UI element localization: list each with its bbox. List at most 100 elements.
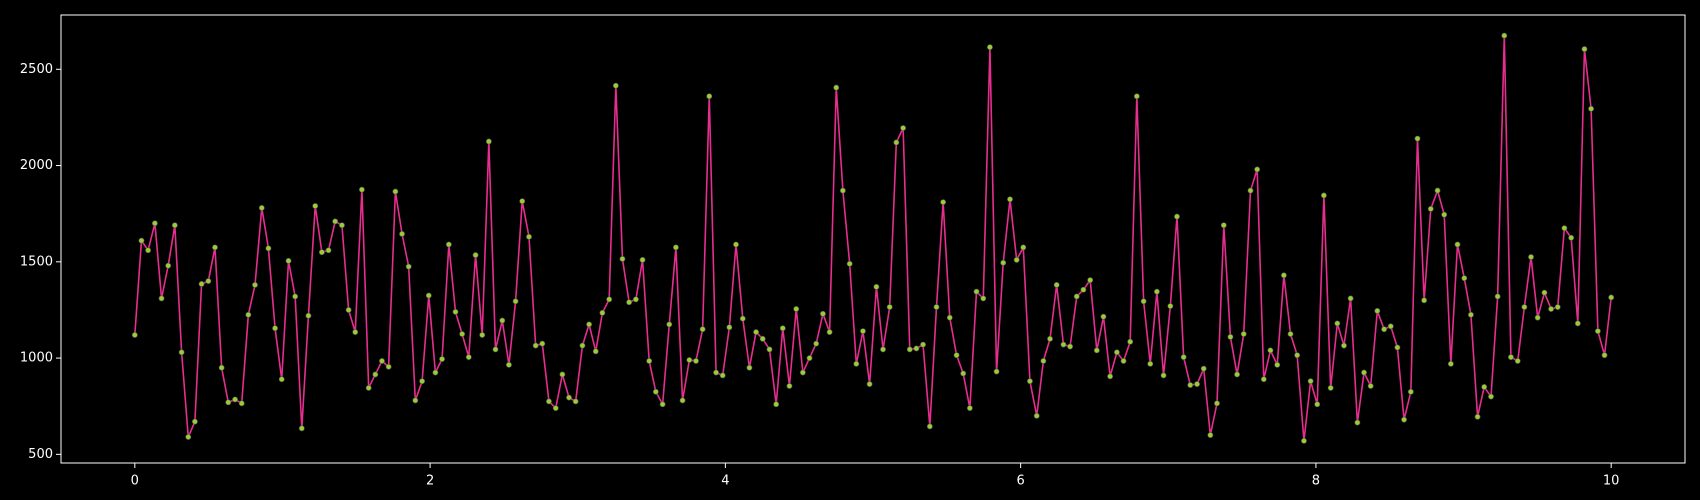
marker <box>826 329 833 335</box>
marker <box>987 44 993 51</box>
marker <box>666 321 673 328</box>
y-tick-label: 1500 <box>20 254 53 269</box>
marker <box>532 342 539 349</box>
axes-frame <box>60 14 1686 464</box>
marker <box>1574 320 1581 327</box>
marker <box>539 340 546 347</box>
marker <box>1147 360 1154 367</box>
marker <box>1294 352 1301 359</box>
marker <box>679 397 686 404</box>
marker <box>933 304 940 310</box>
marker <box>953 352 960 359</box>
marker <box>926 423 933 430</box>
marker <box>1387 323 1394 330</box>
marker <box>212 244 218 251</box>
marker <box>779 325 786 332</box>
x-tick-label: 0 <box>131 474 139 489</box>
marker <box>1521 304 1528 310</box>
marker <box>332 218 339 225</box>
marker <box>980 295 987 302</box>
marker <box>325 247 332 254</box>
marker <box>1067 343 1073 350</box>
marker <box>966 405 973 412</box>
marker <box>1000 259 1007 266</box>
marker <box>1301 437 1307 444</box>
marker <box>1314 401 1321 408</box>
marker <box>1361 369 1367 376</box>
marker <box>352 329 359 335</box>
marker <box>1494 293 1501 300</box>
marker <box>192 418 198 425</box>
marker <box>713 369 719 376</box>
marker <box>412 397 419 404</box>
marker <box>131 332 138 338</box>
marker <box>766 346 773 353</box>
marker <box>1274 361 1281 368</box>
marker <box>205 278 212 284</box>
marker <box>1374 308 1381 314</box>
y-tick-label: 2000 <box>20 158 53 173</box>
marker <box>459 331 466 337</box>
marker <box>1073 293 1080 300</box>
marker <box>1514 358 1521 364</box>
marker <box>1100 313 1107 320</box>
marker <box>1554 304 1561 310</box>
marker <box>225 399 232 406</box>
marker <box>1260 376 1267 383</box>
marker <box>312 203 319 209</box>
marker <box>1120 358 1127 364</box>
marker <box>1307 378 1314 385</box>
marker <box>1434 187 1441 194</box>
marker <box>399 230 405 237</box>
marker <box>1461 275 1468 282</box>
marker <box>526 233 532 240</box>
marker <box>1327 385 1334 391</box>
marker <box>419 378 426 385</box>
marker <box>1421 297 1428 304</box>
marker <box>232 396 238 403</box>
marker <box>786 383 793 389</box>
marker <box>358 186 365 193</box>
marker <box>272 325 278 332</box>
marker <box>1394 344 1401 351</box>
marker <box>1508 354 1514 361</box>
marker <box>759 335 766 342</box>
marker <box>238 400 245 407</box>
x-tick-label: 4 <box>721 474 729 489</box>
marker <box>1080 286 1087 293</box>
marker <box>946 314 953 321</box>
marker <box>1287 331 1294 337</box>
marker <box>1407 388 1414 395</box>
marker <box>318 249 325 256</box>
marker <box>1047 335 1053 342</box>
marker <box>158 295 165 302</box>
marker <box>739 315 746 322</box>
marker <box>973 288 980 295</box>
marker <box>1401 416 1407 423</box>
marker <box>151 220 158 227</box>
marker <box>1454 241 1461 248</box>
marker <box>1568 234 1575 241</box>
marker <box>546 398 552 405</box>
marker <box>920 341 926 348</box>
marker <box>1227 333 1234 340</box>
marker <box>886 304 893 310</box>
y-tick-label: 1000 <box>20 351 53 366</box>
marker <box>1214 400 1220 407</box>
marker <box>519 198 526 205</box>
marker <box>1240 331 1247 337</box>
marker <box>873 283 880 290</box>
marker <box>1220 222 1227 229</box>
marker <box>606 296 613 303</box>
marker <box>258 205 265 211</box>
marker <box>339 222 345 229</box>
marker <box>1207 432 1214 438</box>
marker <box>145 247 152 254</box>
marker <box>1541 289 1548 296</box>
marker <box>1040 358 1047 364</box>
marker <box>385 363 392 370</box>
marker <box>1347 295 1354 302</box>
marker <box>1528 254 1534 260</box>
marker <box>432 369 439 376</box>
